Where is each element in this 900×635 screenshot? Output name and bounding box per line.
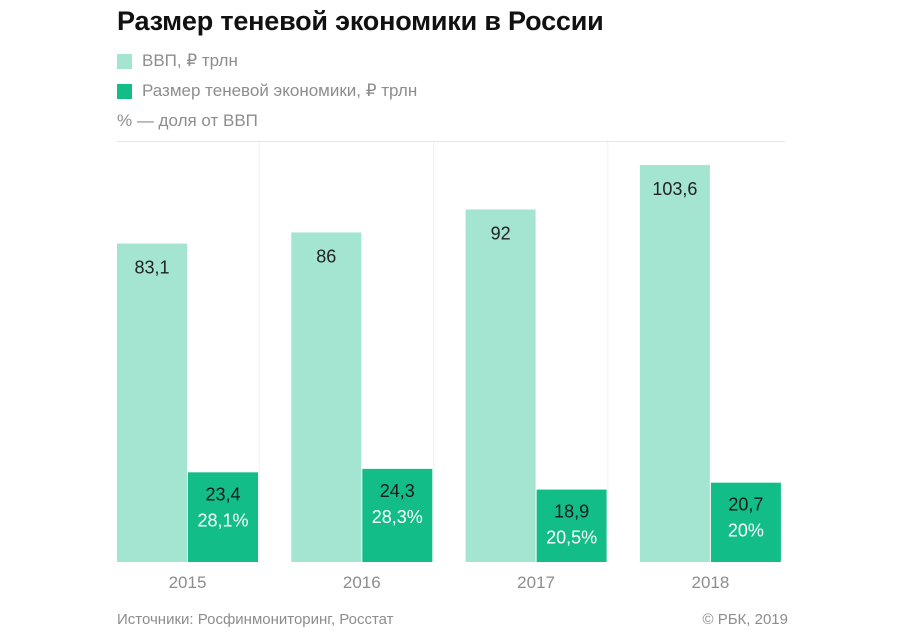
bar-gdp-2015 (117, 243, 187, 562)
legend-label-gdp: ВВП, ₽ трлн (142, 51, 238, 70)
bar-shadow-economy-2016 (362, 468, 433, 562)
bar-shadow-economy-2017 (536, 489, 607, 562)
value-label-shadow-economy-2016: 24,3 (380, 481, 415, 501)
legend-label-share-note: % — доля от ВВП (117, 111, 258, 130)
bar-gdp-2016 (291, 232, 362, 562)
share-label-2018: 20% (728, 521, 764, 541)
value-label-shadow-economy-2018: 20,7 (728, 495, 763, 515)
value-label-gdp-2017: 92 (491, 223, 511, 243)
x-tick-label-2017: 2017 (517, 573, 555, 592)
chart-title: Размер теневой экономики в России (117, 6, 604, 36)
bar-shadow-economy-2015 (188, 472, 258, 562)
value-label-shadow-economy-2017: 18,9 (554, 502, 589, 522)
legend-item-share-note: % — доля от ВВП (117, 106, 417, 136)
source-note: Источники: Росфинмониторинг, Росстат (117, 611, 394, 628)
share-label-2016: 28,3% (372, 507, 423, 527)
x-tick-label-2015: 2015 (169, 573, 207, 592)
value-label-shadow-economy-2015: 23,4 (205, 484, 240, 504)
x-tick-label-2016: 2016 (343, 573, 381, 592)
chart-legend: ВВП, ₽ трлн Размер теневой экономики, ₽ … (117, 46, 417, 136)
bar-gdp-2018 (639, 165, 710, 562)
value-label-gdp-2015: 83,1 (134, 258, 169, 278)
copyright-note: © РБК, 2019 (702, 611, 788, 628)
header-divider (117, 141, 785, 142)
legend-swatch-shadow-economy (117, 83, 132, 99)
bar-gdp-2017 (465, 209, 536, 563)
x-tick-label-2018: 2018 (691, 573, 729, 592)
value-label-gdp-2018: 103,6 (652, 179, 697, 199)
share-label-2015: 28,1% (197, 510, 248, 530)
legend-item-shadow-economy: Размер теневой экономики, ₽ трлн (117, 76, 417, 106)
legend-item-gdp: ВВП, ₽ трлн (117, 46, 417, 76)
legend-label-shadow-economy: Размер теневой экономики, ₽ трлн (142, 81, 418, 100)
value-label-gdp-2016: 86 (316, 246, 336, 266)
bar-shadow-economy-2018 (710, 482, 781, 562)
share-label-2017: 20,5% (546, 528, 597, 548)
legend-swatch-gdp (117, 53, 132, 69)
